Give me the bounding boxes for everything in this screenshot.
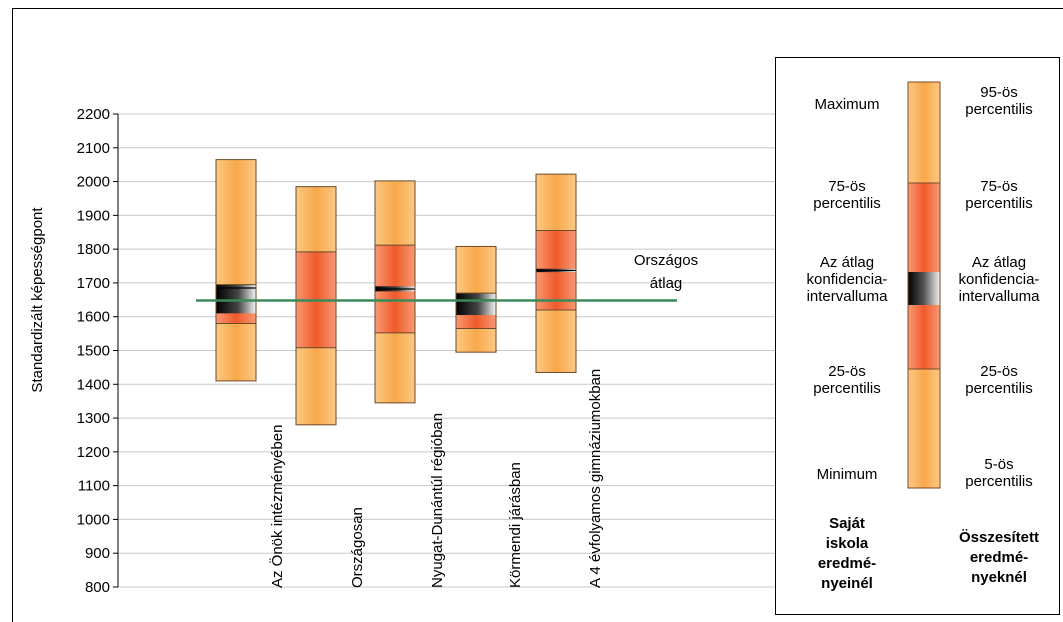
y-tick-label: 2200	[77, 106, 110, 123]
y-tick-label: 1700	[77, 275, 110, 292]
x-category-label: Körmendi járásban	[507, 462, 524, 588]
reference-label-line1: Országos	[634, 252, 698, 269]
box-outline	[295, 186, 337, 426]
y-tick-label: 2100	[77, 140, 110, 157]
box-group	[295, 186, 337, 426]
legend-bar-lower	[908, 369, 940, 488]
box-upper-whisker	[375, 180, 415, 246]
box-upper-whisker	[296, 186, 336, 252]
box-group	[374, 180, 416, 404]
box-ci	[456, 293, 496, 316]
box-group	[535, 173, 577, 373]
legend-bar-ci	[908, 272, 940, 305]
y-axis-title: Standardizált képességpont	[29, 207, 46, 393]
legend-left-ci: Az átlag konfidencia- intervalluma	[806, 254, 888, 305]
box-upper-whisker	[536, 174, 576, 231]
box-upper-whisker	[216, 159, 256, 285]
legend-box-graphic	[907, 81, 941, 489]
box-outline	[374, 180, 416, 404]
chart-plot: 800 900 1000 1100 1200 1300 1400 1500 1600 1700 18…	[29, 106, 775, 596]
box-group	[455, 245, 497, 353]
legend-bar-inner-bottom	[908, 305, 940, 369]
legend-left-title: Saját iskola eredmé- nyeinél	[817, 515, 877, 592]
x-category-label: A 4 évfolyamos gimnáziumokban	[587, 369, 604, 588]
legend-right-p25: 25-ös percentilis	[965, 363, 1033, 397]
legend-right-p95: 95-ös percentilis	[965, 84, 1033, 118]
legend: Maximum 75-ös percentilis Az átlag konfi…	[775, 57, 1060, 615]
y-tick-label: 1300	[77, 410, 110, 427]
y-tick-label: 1400	[77, 376, 110, 393]
box-upper-whisker	[456, 246, 496, 294]
legend-bar-upper	[908, 82, 940, 183]
box-lower-whisker	[216, 323, 256, 381]
box-outline	[215, 159, 257, 382]
y-tick-label: 900	[85, 545, 110, 562]
x-category-label: Az Önök intézményében	[268, 425, 286, 588]
legend-bar-inner-top	[908, 183, 940, 272]
legend-left-p75: 75-ös percentilis	[813, 178, 881, 212]
legend-right-p75: 75-ös percentilis	[965, 178, 1033, 212]
legend-left-p25: 25-ös percentilis	[813, 363, 881, 397]
y-tick-label: 1500	[77, 343, 110, 360]
box-lower-whisker	[375, 332, 415, 403]
x-category-label: Országosan	[349, 507, 366, 588]
legend-right-p5: 5-ös percentilis	[965, 456, 1033, 490]
reference-label-line2: átlag	[650, 275, 683, 292]
chart-frame	[12, 8, 1063, 622]
y-tick-label: 1000	[77, 511, 110, 528]
y-tick-label: 1200	[77, 444, 110, 461]
legend-left-max: Maximum	[814, 96, 880, 113]
y-tick-label: 1600	[77, 309, 110, 326]
box-lower-whisker	[536, 309, 576, 373]
y-tick-label: 1800	[77, 241, 110, 258]
box-lower-whisker	[296, 347, 336, 425]
box-group	[215, 159, 257, 382]
legend-left-min: Minimum	[816, 466, 878, 483]
y-tick-label: 1100	[78, 478, 110, 495]
legend-right-ci: Az átlag konfidencia- intervalluma	[958, 254, 1040, 305]
legend-right-title: Összesített eredmé- nyeknél	[958, 529, 1040, 586]
box-lower-whisker	[456, 328, 496, 353]
x-category-label: Nyugat-Dunántúl régióban	[429, 413, 446, 588]
y-tick-label: 800	[85, 579, 110, 596]
box-outline	[535, 173, 577, 373]
y-tick-label: 1900	[77, 207, 110, 224]
box-ci	[216, 284, 256, 314]
y-tick-label: 2000	[77, 174, 110, 191]
